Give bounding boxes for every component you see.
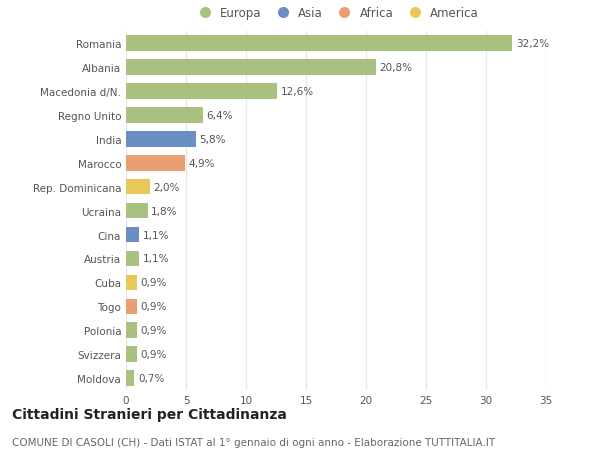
Bar <box>126 156 185 171</box>
Bar <box>126 275 137 291</box>
Text: 0,9%: 0,9% <box>140 302 167 312</box>
Bar <box>126 84 277 100</box>
Bar <box>126 347 137 362</box>
Bar <box>126 323 137 338</box>
Bar <box>126 179 150 195</box>
Text: 1,1%: 1,1% <box>143 230 169 240</box>
Text: 0,9%: 0,9% <box>140 325 167 336</box>
Bar <box>126 299 137 314</box>
Bar <box>126 203 148 219</box>
Text: 2,0%: 2,0% <box>154 182 180 192</box>
Bar <box>126 227 139 243</box>
Text: 32,2%: 32,2% <box>516 39 549 49</box>
Text: 0,9%: 0,9% <box>140 278 167 288</box>
Text: 1,8%: 1,8% <box>151 206 178 216</box>
Bar <box>126 60 376 76</box>
Text: 1,1%: 1,1% <box>143 254 169 264</box>
Text: 20,8%: 20,8% <box>379 63 412 73</box>
Text: 12,6%: 12,6% <box>281 87 314 97</box>
Bar <box>126 251 139 267</box>
Bar <box>126 132 196 147</box>
Legend: Europa, Asia, Africa, America: Europa, Asia, Africa, America <box>191 5 481 22</box>
Text: 4,9%: 4,9% <box>188 158 215 168</box>
Text: COMUNE DI CASOLI (CH) - Dati ISTAT al 1° gennaio di ogni anno - Elaborazione TUT: COMUNE DI CASOLI (CH) - Dati ISTAT al 1°… <box>12 437 495 447</box>
Text: 0,9%: 0,9% <box>140 349 167 359</box>
Text: Cittadini Stranieri per Cittadinanza: Cittadini Stranieri per Cittadinanza <box>12 407 287 421</box>
Text: 0,7%: 0,7% <box>138 373 164 383</box>
Bar <box>126 108 203 123</box>
Text: 6,4%: 6,4% <box>206 111 233 121</box>
Bar <box>126 370 134 386</box>
Bar <box>126 36 512 52</box>
Text: 5,8%: 5,8% <box>199 134 226 145</box>
